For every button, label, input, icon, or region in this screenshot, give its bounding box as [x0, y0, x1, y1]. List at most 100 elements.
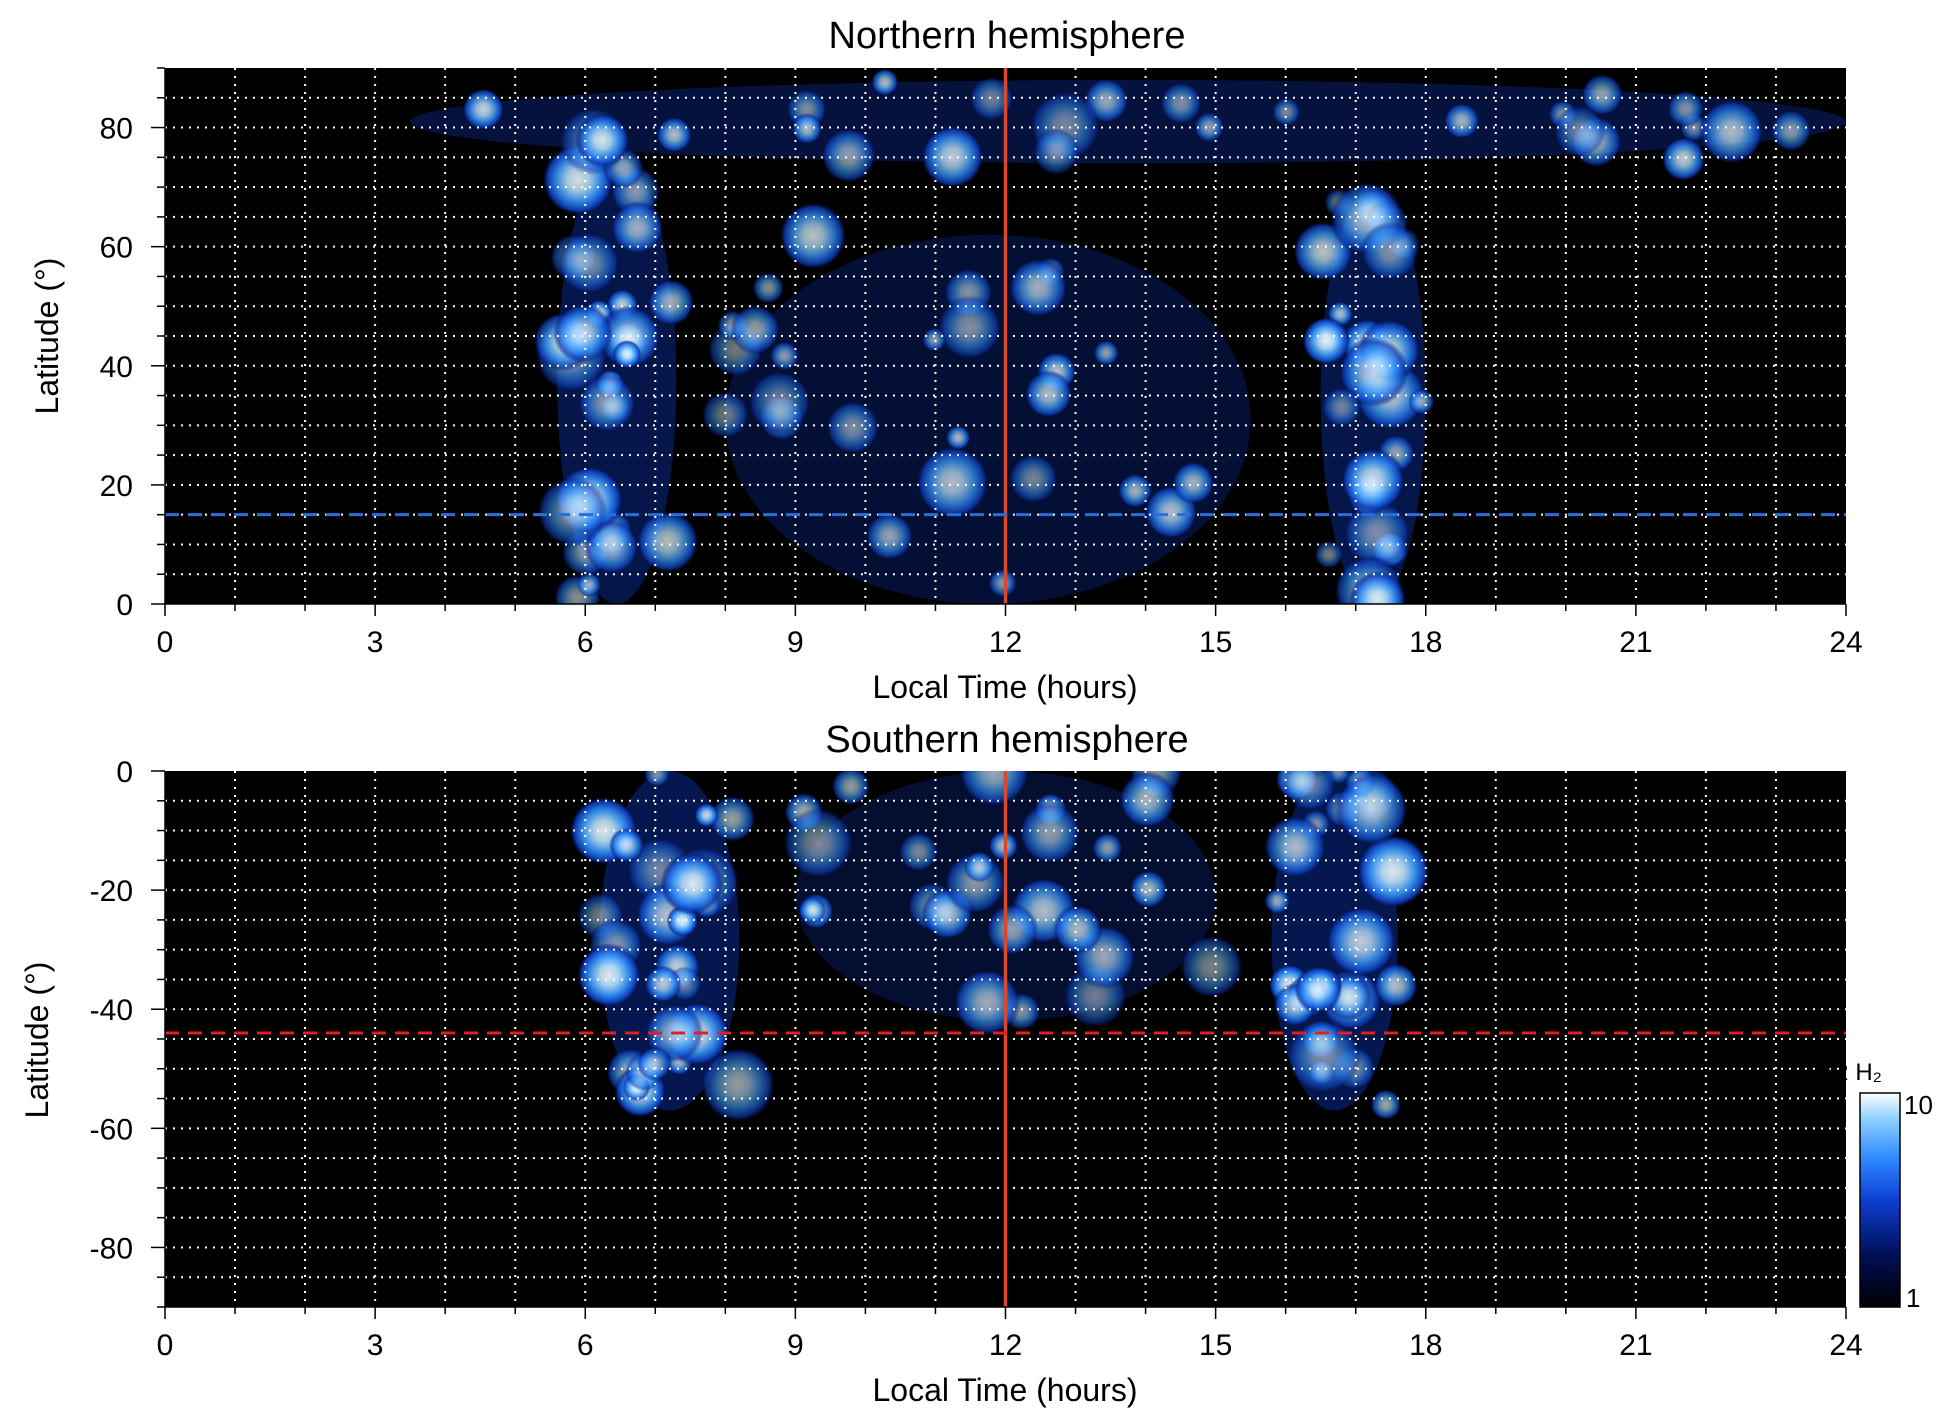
emission-spot: [694, 802, 719, 828]
emission-spot: [1117, 473, 1153, 508]
emission-spot: [701, 390, 750, 439]
emission-spot: [769, 341, 800, 371]
emission-spot: [730, 304, 781, 355]
colorbar-tick-max: 10: [1904, 1090, 1933, 1120]
x-tick-label: 18: [1409, 626, 1442, 659]
emission-spot: [1093, 340, 1119, 366]
emission-spot: [871, 68, 899, 96]
emission-spot: [643, 771, 670, 787]
y-tick-label: 20: [100, 470, 133, 503]
emission-spot: [1408, 388, 1435, 415]
emission-spot: [553, 303, 613, 363]
x-tick-label: 21: [1619, 1329, 1652, 1362]
x-axis-label: Local Time (hours): [873, 669, 1138, 705]
x-tick-label: 24: [1829, 1329, 1862, 1362]
emission-spot: [1053, 904, 1103, 955]
reference-lines: [165, 68, 1846, 604]
colorbar-gradient: [1859, 1092, 1901, 1308]
x-tick-label: 9: [787, 1329, 804, 1362]
x-tick-label: 21: [1619, 626, 1652, 659]
emission-region: [410, 79, 1846, 164]
emission-spot: [1698, 98, 1765, 165]
emission-spot: [1770, 110, 1812, 152]
y-tick-label: 40: [100, 351, 133, 384]
x-tick-label: 24: [1829, 626, 1862, 659]
x-tick-label: 12: [989, 626, 1022, 659]
southern-panel: Southern hemisphere 0 3 6 9 12 15 18 21 24 0 -20 -4…: [19, 719, 1863, 1408]
y-tick-label: 80: [100, 113, 133, 146]
emission-spot: [1443, 102, 1480, 139]
emission-spot: [986, 903, 1039, 956]
emission-spot: [576, 572, 602, 597]
emission-spot: [576, 943, 642, 1008]
emission-spot: [636, 510, 700, 574]
emission-spot: [656, 116, 693, 153]
x-tick-label: 12: [989, 1329, 1022, 1362]
emission-spot: [1667, 90, 1705, 128]
emission-spot: [1334, 772, 1409, 846]
emission-spot: [577, 373, 637, 433]
y-tick-label: -80: [90, 1232, 133, 1265]
emission-spot: [821, 128, 877, 184]
emission-spot: [1118, 771, 1176, 829]
x-tick-label: 0: [157, 1329, 174, 1362]
emission-spot: [1092, 832, 1123, 864]
panel-title: Northern hemisphere: [829, 15, 1186, 57]
emission-spot: [1264, 888, 1291, 915]
emission-spot: [644, 965, 682, 1003]
emission-spot: [1159, 82, 1202, 125]
emission-spot: [1129, 870, 1168, 909]
emission-spot: [798, 896, 826, 924]
emission-spot: [1661, 137, 1706, 181]
emission-spot: [1008, 454, 1059, 504]
x-tick-label: 18: [1409, 1329, 1442, 1362]
emission-spot: [575, 112, 630, 168]
x-tick-label: 0: [157, 626, 174, 659]
x-tick-label: 9: [787, 626, 804, 659]
emission-spot: [637, 1046, 672, 1082]
emission-spot: [1193, 111, 1225, 143]
emission-spot: [953, 968, 1021, 1037]
x-tick-label: 15: [1199, 626, 1232, 659]
emission-spot: [1325, 905, 1398, 978]
emission-spot: [660, 852, 724, 916]
emission-spot: [1294, 965, 1343, 1014]
emission-spot: [1018, 801, 1081, 865]
emission-spot: [988, 830, 1019, 861]
emission-spot: [791, 113, 823, 145]
emission-spot: [1024, 370, 1073, 419]
colorbar-tick-min: 1: [1906, 1283, 1920, 1313]
axes: 0 3 6 9 12 15 18 21 24 0 -20 -40 -60 -80: [90, 756, 1863, 1362]
y-tick-label: 0: [116, 589, 133, 622]
emission-spot: [945, 425, 971, 451]
emission-layer: [410, 68, 1846, 604]
axes: 0 3 6 9 12 15 18 21 24 0 20 40 60 80: [100, 67, 1863, 659]
colorbar: kR H₂ 10 1: [1819, 1059, 1933, 1313]
northern-panel: Northern hemisphere 0 3 6 9 12 15 18 21 24 0 20 40 6…: [29, 15, 1863, 705]
emission-spot: [1179, 934, 1244, 999]
emission-spot: [612, 340, 642, 369]
y-tick-label: -40: [90, 994, 133, 1027]
emission-spot: [915, 445, 990, 520]
emission-spot: [1321, 386, 1362, 428]
emission-spot: [1171, 461, 1215, 505]
emission-spot: [700, 1046, 776, 1123]
emission-spot: [988, 568, 1018, 598]
emission-spot: [462, 88, 505, 131]
emission-spot: [922, 327, 947, 352]
emission-spot: [779, 201, 848, 270]
y-axis-label: Latitude (°): [29, 258, 65, 415]
emission-spot: [1553, 105, 1606, 158]
emission-spot: [826, 400, 880, 455]
emission-spot: [1314, 540, 1343, 569]
x-tick-label: 6: [577, 626, 594, 659]
y-axis-label: Latitude (°): [19, 962, 55, 1119]
emission-spot: [969, 76, 1014, 121]
colorbar-label: kR H₂: [1819, 1059, 1882, 1086]
emission-spot: [1271, 97, 1301, 127]
emission-spot: [920, 125, 985, 189]
emission-spot: [557, 231, 620, 295]
emission-spot: [782, 807, 854, 879]
x-tick-label: 3: [367, 1329, 384, 1362]
